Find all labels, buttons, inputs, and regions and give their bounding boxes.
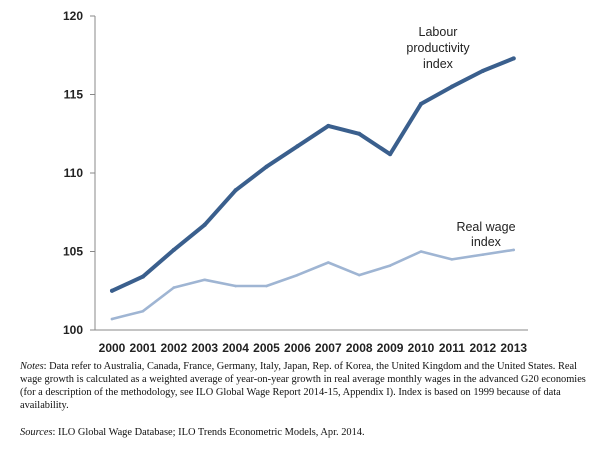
data-point xyxy=(141,309,145,313)
data-point xyxy=(388,264,392,267)
series-line-0 xyxy=(110,56,516,293)
series-line-1 xyxy=(110,248,516,321)
notes-lead: Notes xyxy=(20,361,44,372)
x-tick-label: 2007 xyxy=(315,341,342,355)
data-point xyxy=(265,284,268,288)
line-chart: 100 105 110 115 120 2000 2001 2002 2003 2004 2005… xyxy=(63,9,528,355)
data-point xyxy=(388,152,393,157)
notes-text: : Data refer to Australia, Canada, Franc… xyxy=(20,361,586,411)
data-point xyxy=(511,56,516,61)
data-point xyxy=(450,258,454,261)
data-point xyxy=(449,84,454,89)
series-label-line: Labour xyxy=(419,25,458,39)
x-tick-label: 2013 xyxy=(500,341,527,355)
data-point xyxy=(172,286,176,289)
x-tick-label: 2009 xyxy=(377,341,404,355)
x-tick-label: 2003 xyxy=(191,341,218,355)
sources-text: : ILO Global Wage Database; ILO Trends E… xyxy=(52,427,365,438)
y-tick-label: 110 xyxy=(64,166,84,180)
x-tick-label: 2010 xyxy=(408,341,435,355)
y-tick-label: 120 xyxy=(63,9,83,23)
x-axis: 2000 2001 2002 2003 2004 2005 2006 2007 2008 2009… xyxy=(95,329,528,355)
x-tick-label: 2001 xyxy=(130,341,157,355)
x-tick-label: 2006 xyxy=(284,341,311,355)
data-point xyxy=(512,248,515,252)
x-tick-label: 2012 xyxy=(469,341,496,355)
data-point xyxy=(419,101,423,106)
series-label-line: index xyxy=(423,57,454,71)
data-point xyxy=(419,250,423,253)
data-point xyxy=(140,274,145,279)
y-tick-label: 100 xyxy=(63,323,83,337)
chart-sources: Sources: ILO Global Wage Database; ILO T… xyxy=(20,427,592,438)
data-point xyxy=(202,222,207,227)
data-point xyxy=(480,68,485,73)
data-point xyxy=(233,188,238,193)
x-tick-label: 2008 xyxy=(346,341,373,355)
data-point xyxy=(357,131,362,136)
data-point xyxy=(110,288,114,293)
x-tick-label: 2000 xyxy=(99,341,126,355)
data-point xyxy=(357,273,361,277)
data-point xyxy=(296,273,299,277)
data-point xyxy=(481,253,485,256)
y-tick-label: 105 xyxy=(63,245,83,259)
data-point xyxy=(234,284,237,288)
x-tick-label: 2002 xyxy=(160,341,187,355)
y-axis: 100 105 110 115 120 xyxy=(63,9,96,337)
series-label-line: productivity xyxy=(406,41,470,55)
data-point xyxy=(327,261,330,264)
x-tick-label: 2011 xyxy=(439,341,465,355)
data-point xyxy=(326,123,331,128)
data-point xyxy=(295,144,300,149)
data-point xyxy=(171,247,176,252)
x-tick-label: 2004 xyxy=(222,341,249,355)
series-label-line: index xyxy=(471,235,502,249)
data-point xyxy=(110,317,114,321)
data-point xyxy=(264,164,269,169)
series-lines xyxy=(110,56,516,321)
series-label-line: Real wage xyxy=(456,220,515,234)
sources-lead: Sources xyxy=(20,427,53,438)
y-tick-label: 115 xyxy=(64,88,84,102)
chart-notes: Notes: Data refer to Australia, Canada, … xyxy=(20,360,592,412)
x-tick-label: 2005 xyxy=(253,341,280,355)
data-point xyxy=(203,278,206,282)
